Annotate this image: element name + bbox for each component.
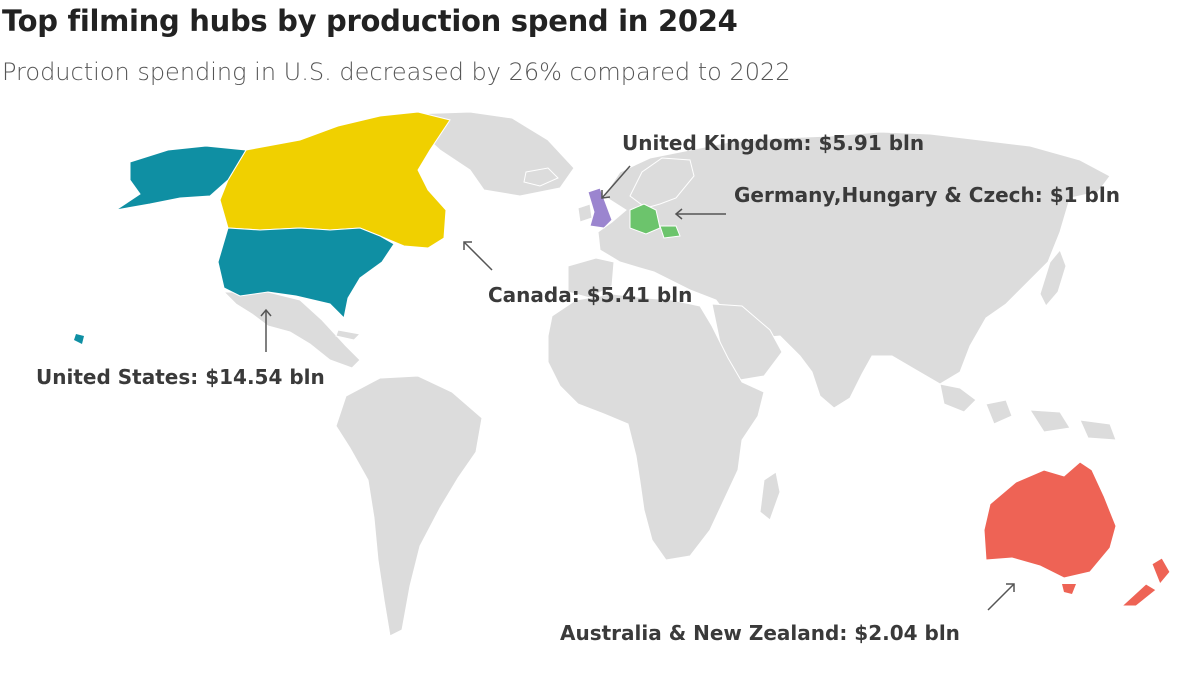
- new-zealand-south-region: [1120, 583, 1157, 607]
- united-kingdom-region: [587, 187, 613, 229]
- canada-arrowhead: [463, 241, 472, 250]
- new-zealand-region: [1151, 557, 1171, 585]
- australia-region: [983, 461, 1117, 579]
- annotation-arrows: [260, 165, 1015, 611]
- hungary-region: [659, 225, 681, 239]
- aus-nz-label: Australia & New Zealand: $2.04 bln: [560, 621, 960, 645]
- canada-region: [219, 111, 451, 249]
- united-states-region: [217, 227, 395, 320]
- uk-arrowhead: [601, 190, 611, 199]
- germany-arrowhead: [674, 208, 683, 220]
- germany-label: Germany,Hungary & Czech: $1 bln: [734, 183, 1120, 207]
- land-other: [222, 111, 1117, 637]
- alaska-region: [115, 145, 247, 211]
- canada-label: Canada: $5.41 bln: [488, 283, 692, 307]
- canada-arrow: [463, 241, 493, 271]
- us-label: United States: $14.54 bln: [36, 365, 325, 389]
- uk-arrow: [601, 165, 631, 199]
- hawaii-region: [74, 334, 84, 344]
- uk-label: United Kingdom: $5.91 bln: [622, 131, 924, 155]
- aus-arrowhead: [1006, 583, 1015, 592]
- us-arrowhead: [260, 308, 272, 317]
- chart-title: Top filming hubs by production spend in …: [2, 4, 738, 38]
- germany-hungary-czech-region: [629, 203, 661, 235]
- tasmania-region: [1062, 584, 1076, 594]
- aus-arrow: [987, 583, 1015, 611]
- chart-subtitle: Production spending in U.S. decreased by…: [2, 58, 791, 86]
